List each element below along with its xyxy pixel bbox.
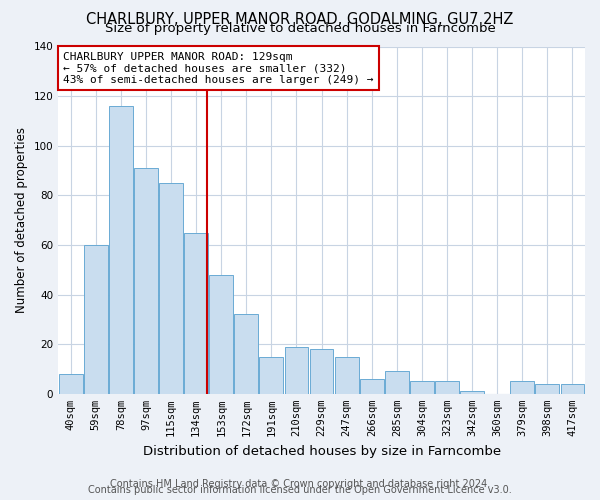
Bar (360, 379, 383, 394)
Text: CHARLBURY UPPER MANOR ROAD: 129sqm
← 57% of detached houses are smaller (332)
43: CHARLBURY UPPER MANOR ROAD: 129sqm ← 57%… (64, 52, 374, 85)
Text: Contains HM Land Registry data © Crown copyright and database right 2024.: Contains HM Land Registry data © Crown c… (110, 479, 490, 489)
Bar (560, 384, 584, 394)
X-axis label: Distribution of detached houses by size in Farncombe: Distribution of detached houses by size … (143, 444, 500, 458)
Bar (109, 106, 133, 394)
Bar (134, 168, 158, 394)
Bar (84, 245, 108, 394)
Bar (310, 349, 334, 394)
Bar (184, 232, 208, 394)
Bar (435, 382, 459, 394)
Bar (209, 274, 233, 394)
Bar (259, 356, 283, 394)
Y-axis label: Number of detached properties: Number of detached properties (15, 127, 28, 313)
Bar (460, 392, 484, 394)
Bar (284, 346, 308, 394)
Bar (159, 183, 183, 394)
Bar (335, 356, 359, 394)
Bar (511, 382, 534, 394)
Text: CHARLBURY, UPPER MANOR ROAD, GODALMING, GU7 2HZ: CHARLBURY, UPPER MANOR ROAD, GODALMING, … (86, 12, 514, 26)
Bar (235, 314, 258, 394)
Text: Size of property relative to detached houses in Farncombe: Size of property relative to detached ho… (104, 22, 496, 35)
Bar (410, 382, 434, 394)
Bar (59, 374, 83, 394)
Bar (385, 372, 409, 394)
Bar (535, 384, 559, 394)
Text: Contains public sector information licensed under the Open Government Licence v3: Contains public sector information licen… (88, 485, 512, 495)
